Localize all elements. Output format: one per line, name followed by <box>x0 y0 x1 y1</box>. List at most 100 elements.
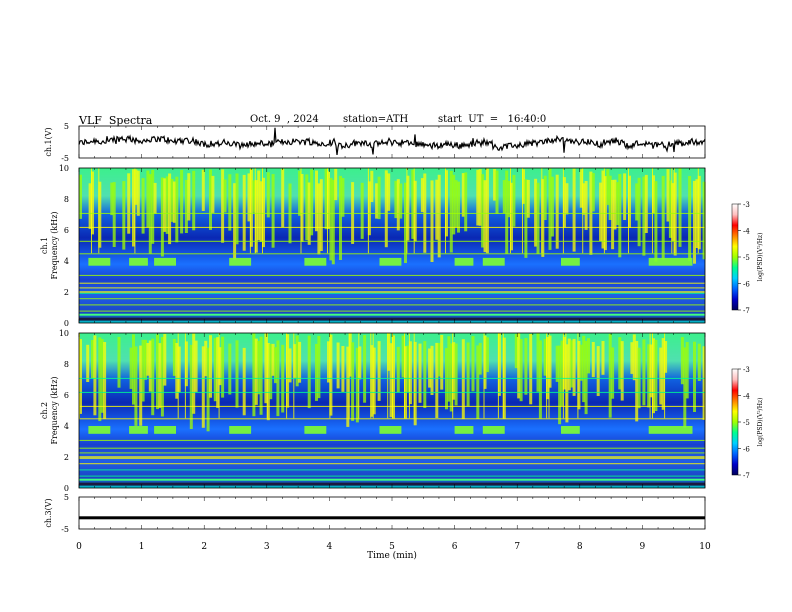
xtick-label: 5 <box>389 542 395 552</box>
sferic-column <box>274 347 277 384</box>
sferic-column <box>654 181 658 262</box>
tone-segment <box>304 257 327 266</box>
sferic-column <box>519 339 523 402</box>
tone-segment <box>648 426 693 434</box>
tone-segment <box>379 426 402 434</box>
sferic-column <box>187 173 191 221</box>
sferic-spike <box>249 168 251 254</box>
sferic-column <box>372 347 376 415</box>
panel-frame <box>78 496 706 530</box>
sferic-column <box>117 336 121 388</box>
sferic-column <box>702 346 706 420</box>
start-time-label: start UT = 16:40:0 <box>438 114 547 125</box>
sferic-column <box>329 334 333 416</box>
sferic-spike <box>483 333 485 419</box>
sferic-column <box>644 174 648 233</box>
sferic-column <box>209 169 212 230</box>
sferic-spike <box>262 168 263 254</box>
narrowband-line <box>79 469 705 471</box>
sferic-column <box>548 335 552 388</box>
sferic-column <box>452 174 456 235</box>
sferic-column <box>396 179 400 231</box>
sferic-spike <box>266 333 268 419</box>
sferic-spike <box>358 333 360 419</box>
sferic-column <box>336 342 340 389</box>
sferic-column <box>440 335 444 390</box>
sferic-column <box>247 173 251 222</box>
sferic-spike <box>286 333 288 419</box>
colorbar-tick-label: -4 <box>743 393 750 401</box>
sferic-column <box>582 335 586 403</box>
sferic-column <box>601 170 605 249</box>
sferic-spike <box>603 168 605 254</box>
sferic-spike <box>649 333 651 419</box>
sferic-column <box>666 169 670 222</box>
sferic-column <box>355 347 359 423</box>
low-frequency-band <box>79 313 705 316</box>
sferic-column <box>565 344 569 423</box>
sferic-column <box>599 182 603 242</box>
sferic-column <box>175 343 179 399</box>
sferic-spike <box>673 168 675 254</box>
tone-segment <box>154 257 176 266</box>
sferic-column <box>288 348 292 383</box>
sferic-column <box>449 343 453 412</box>
narrowband-line <box>79 253 705 255</box>
sferic-column <box>505 170 509 254</box>
colorbar-tick-label: -6 <box>743 446 750 454</box>
sferic-column <box>221 169 225 243</box>
sferic-column <box>697 343 701 381</box>
ch1-spectrogram-colorbar <box>731 203 739 311</box>
narrowband-line <box>79 475 705 477</box>
colorbar-tick-label: -5 <box>743 419 750 427</box>
sferic-spike <box>582 168 584 254</box>
sferic-column <box>466 342 470 407</box>
sferic-spike <box>329 333 331 419</box>
narrowband-line <box>79 391 705 393</box>
sferic-column <box>334 168 338 201</box>
sferic-column <box>680 337 684 385</box>
sferic-column <box>341 346 345 392</box>
sferic-spike <box>497 333 499 419</box>
sferic-column <box>389 343 393 418</box>
xtick-label: 6 <box>452 542 458 552</box>
colorbar-tick-label: -7 <box>743 307 750 315</box>
sferic-column <box>558 345 562 425</box>
sferic-column <box>683 347 687 428</box>
sferic-spike <box>546 333 548 419</box>
sferic-spike <box>254 168 256 254</box>
sferic-spike <box>367 168 369 254</box>
sferic-spike <box>541 168 543 254</box>
colorbar-label: log(PSD)(V²/Hz) <box>757 398 764 447</box>
xtick-label: 2 <box>201 542 207 552</box>
sferic-column <box>435 342 439 418</box>
tone-segment <box>482 257 505 266</box>
yaxis-label: ch.3(V) <box>44 498 53 527</box>
sferic-column <box>177 346 181 393</box>
sferic-column <box>79 174 82 219</box>
ytick-label: 10 <box>59 164 69 173</box>
sferic-column <box>103 342 107 419</box>
sferic-column <box>262 177 265 248</box>
sferic-column <box>88 183 92 229</box>
ytick-label: 5 <box>64 493 69 502</box>
sferic-column <box>548 168 552 250</box>
sferic-column <box>387 173 391 211</box>
sferic-column <box>555 174 559 249</box>
sferic-column <box>659 347 663 405</box>
sferic-column <box>235 340 239 408</box>
sferic-column <box>170 179 174 222</box>
sferic-column <box>579 169 583 208</box>
sferic-column <box>110 182 114 216</box>
low-frequency-band <box>79 478 705 481</box>
sferic-spike <box>184 333 186 419</box>
sferic-column <box>184 179 188 233</box>
sferic-column <box>671 183 675 242</box>
sferic-column <box>406 345 410 393</box>
sferic-column <box>620 341 624 401</box>
sferic-column <box>259 181 263 242</box>
sferic-column <box>327 341 330 383</box>
narrowband-line <box>79 212 705 214</box>
sferic-spike <box>522 168 523 254</box>
sferic-spike <box>370 333 372 419</box>
